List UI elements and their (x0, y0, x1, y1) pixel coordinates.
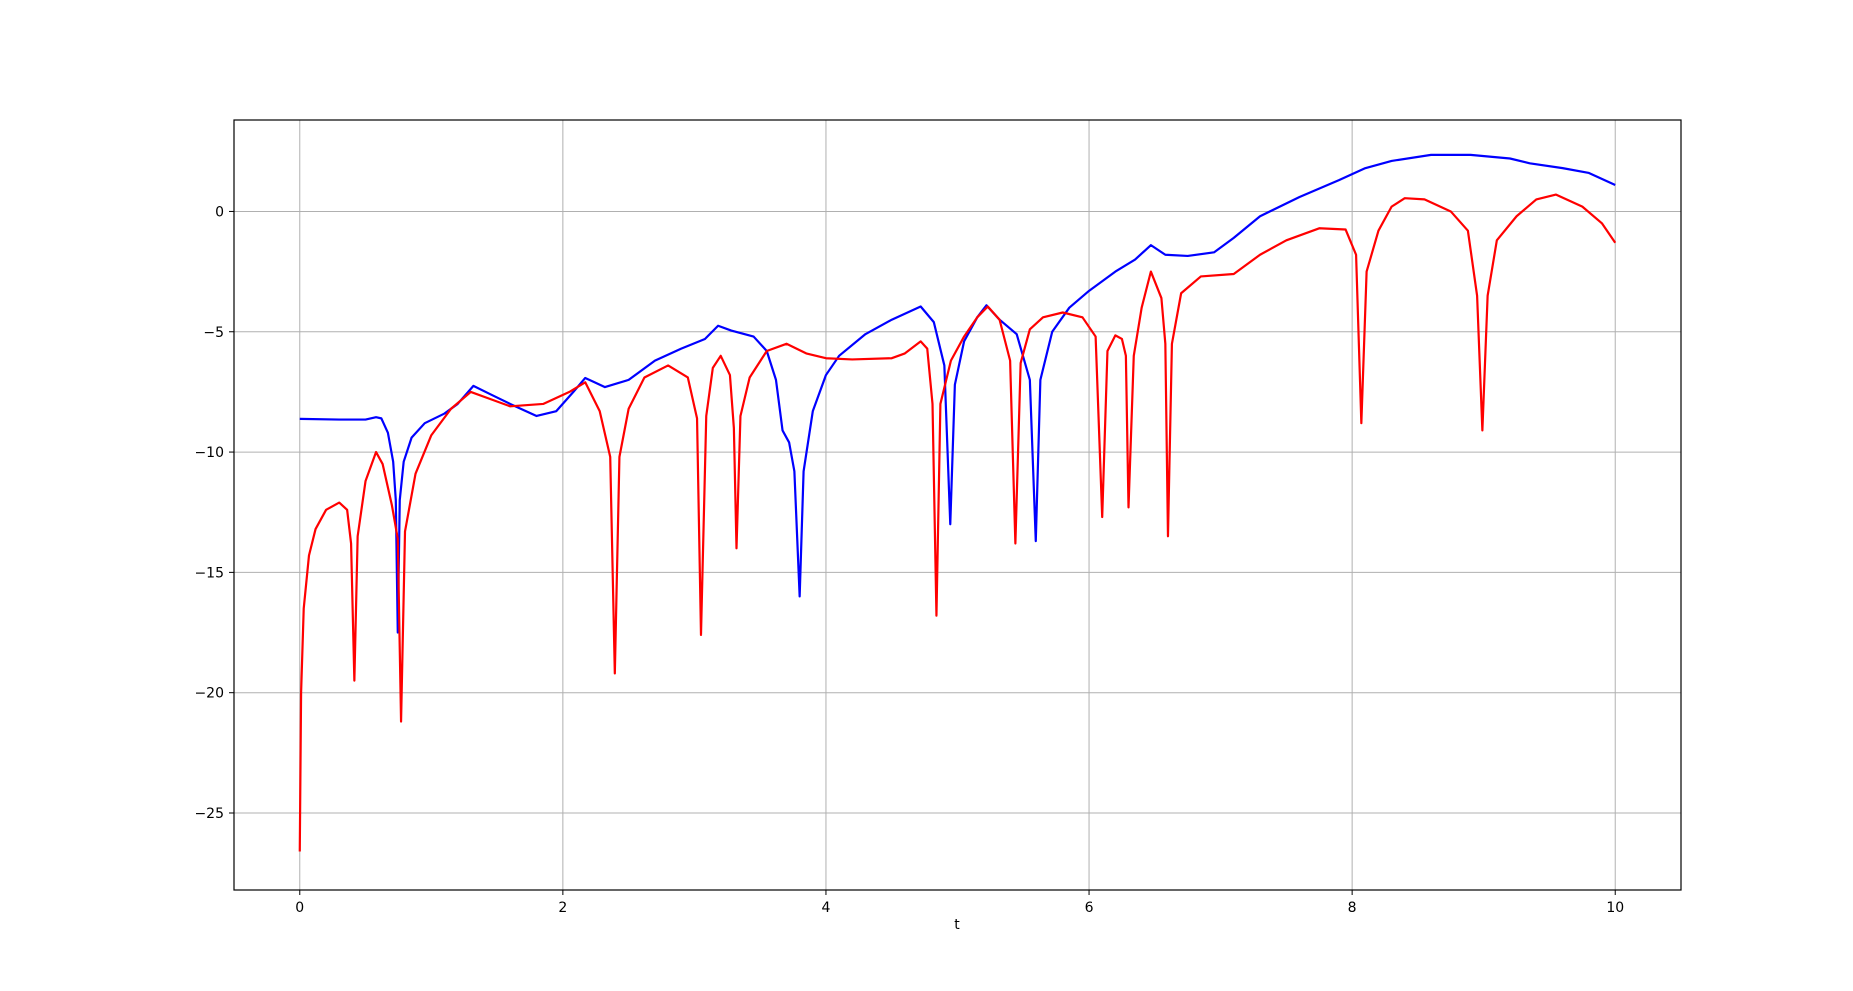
series-line-2 (298, 193, 1617, 852)
y-tick-label: −20 (194, 686, 224, 702)
x-tick-label: 10 (1606, 900, 1624, 916)
axes-frame (233, 119, 1682, 891)
y-tick-label: −10 (194, 445, 224, 461)
x-axis: 0 2 4 6 8 10 (295, 890, 1624, 916)
x-axis-label: t (954, 917, 960, 933)
x-tick-label: 4 (821, 900, 830, 916)
series-line-1 (299, 153, 1616, 634)
x-tick-label: 2 (558, 900, 567, 916)
y-tick-label: −25 (194, 806, 224, 822)
plot-area (234, 120, 1681, 890)
x-tick-label: 0 (295, 900, 304, 916)
y-tick-label: −5 (203, 325, 224, 341)
y-tick-label: 0 (215, 204, 224, 220)
grid (234, 120, 1681, 890)
x-tick-label: 6 (1085, 900, 1094, 916)
y-axis: 0 −5 −10 −15 −20 −25 (194, 204, 234, 822)
y-tick-label: −15 (194, 565, 224, 581)
series-layer (298, 153, 1617, 852)
x-tick-label: 8 (1348, 900, 1357, 916)
